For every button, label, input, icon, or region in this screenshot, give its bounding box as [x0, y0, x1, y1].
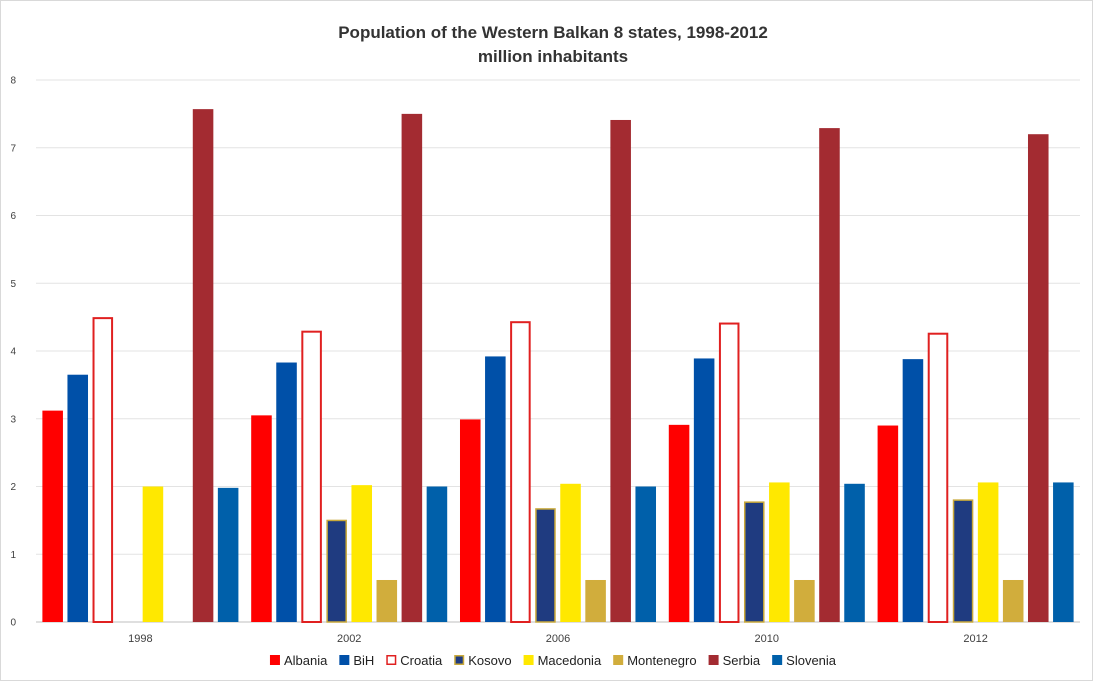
- y-tick-label-4: 4: [10, 347, 16, 358]
- bar-slovenia-2002: [426, 486, 448, 622]
- y-tick-label-2: 2: [10, 482, 16, 493]
- x-tick-label-2010: 2010: [755, 633, 779, 645]
- legend-label-kosovo: Kosovo: [468, 653, 511, 668]
- bars: [42, 109, 1074, 623]
- bar-macedonia-2010: [769, 482, 790, 622]
- x-tick-label-2012: 2012: [963, 633, 987, 645]
- bar-croatia-2010: [718, 322, 740, 623]
- legend-swatch-kosovo: [454, 655, 465, 665]
- bar-albania-2006: [459, 419, 481, 622]
- legend-swatch-serbia: [708, 655, 719, 665]
- bar-kosovo-2012: [952, 499, 974, 623]
- bar-macedonia-2012: [977, 482, 999, 622]
- bar-serbia-2006: [610, 119, 631, 622]
- chart-title: Population of the Western Balkan 8 state…: [338, 23, 768, 42]
- bar-croatia-1998: [92, 317, 114, 623]
- bar-macedonia-2002: [351, 485, 373, 622]
- bar-albania-2012: [877, 425, 899, 622]
- legend-swatch-montenegro: [613, 655, 624, 665]
- y-tick-label-6: 6: [10, 211, 16, 222]
- legend-swatch-bih: [339, 655, 350, 665]
- bar-slovenia-2012: [1053, 482, 1074, 622]
- y-tick-label-5: 5: [10, 279, 16, 290]
- legend-swatch-albania: [269, 655, 280, 665]
- bar-albania-1998: [42, 410, 63, 622]
- legend-swatch-slovenia: [772, 655, 783, 665]
- bar-bih-2002: [276, 362, 297, 622]
- chart-subtitle: million inhabitants: [478, 47, 628, 66]
- legend-label-serbia: Serbia: [723, 653, 761, 668]
- legend: Albania BiH Croatia Kosovo Macedonia Monteneg…: [269, 653, 837, 668]
- bar-montenegro-2006: [585, 579, 606, 622]
- bar-macedonia-1998: [142, 486, 164, 622]
- y-tick-label-1: 1: [10, 550, 16, 561]
- gridlines: [36, 79, 1080, 623]
- bar-kosovo-2006: [535, 508, 556, 623]
- legend-swatch-macedonia: [523, 655, 534, 665]
- legend-swatch-croatia: [386, 655, 397, 665]
- legend-label-croatia: Croatia: [400, 653, 443, 668]
- y-tick-label-0: 0: [10, 618, 16, 629]
- y-tick-label-3: 3: [10, 414, 16, 425]
- bar-slovenia-2010: [844, 483, 865, 622]
- bar-kosovo-2010: [743, 501, 765, 623]
- x-axis: 1998 2002 2006 2010 2012: [128, 633, 988, 645]
- bar-serbia-2010: [819, 128, 840, 623]
- bar-slovenia-1998: [217, 487, 239, 622]
- bar-croatia-2012: [927, 332, 949, 623]
- bar-bih-1998: [67, 374, 89, 622]
- bar-albania-2002: [251, 415, 272, 622]
- x-tick-label-1998: 1998: [128, 633, 152, 645]
- bar-macedonia-2006: [560, 483, 581, 622]
- bar-kosovo-2002: [326, 519, 347, 623]
- y-axis-ticks: 0 1 2 3 4 5 6 7 8: [10, 76, 16, 629]
- bar-croatia-2002: [301, 330, 322, 623]
- bar-serbia-1998: [192, 109, 214, 622]
- y-tick-label-8: 8: [10, 76, 16, 87]
- bar-croatia-2006: [510, 321, 531, 623]
- bar-montenegro-2010: [794, 579, 815, 622]
- bar-montenegro-2012: [1002, 579, 1024, 622]
- legend-label-slovenia: Slovenia: [786, 653, 837, 668]
- bar-serbia-2002: [401, 113, 423, 622]
- bar-bih-2006: [485, 356, 506, 622]
- x-tick-label-2006: 2006: [546, 633, 570, 645]
- bar-slovenia-2006: [635, 486, 657, 622]
- y-tick-label-7: 7: [10, 143, 16, 154]
- bar-bih-2012: [902, 359, 924, 622]
- bar-serbia-2012: [1027, 134, 1049, 622]
- bar-bih-2010: [693, 358, 715, 622]
- bar-montenegro-2002: [376, 579, 398, 622]
- x-tick-label-2002: 2002: [337, 633, 361, 645]
- legend-label-bih: BiH: [353, 653, 374, 668]
- legend-label-macedonia: Macedonia: [538, 653, 602, 668]
- legend-label-albania: Albania: [284, 653, 328, 668]
- legend-label-montenegro: Montenegro: [627, 653, 696, 668]
- bar-albania-2010: [668, 424, 690, 622]
